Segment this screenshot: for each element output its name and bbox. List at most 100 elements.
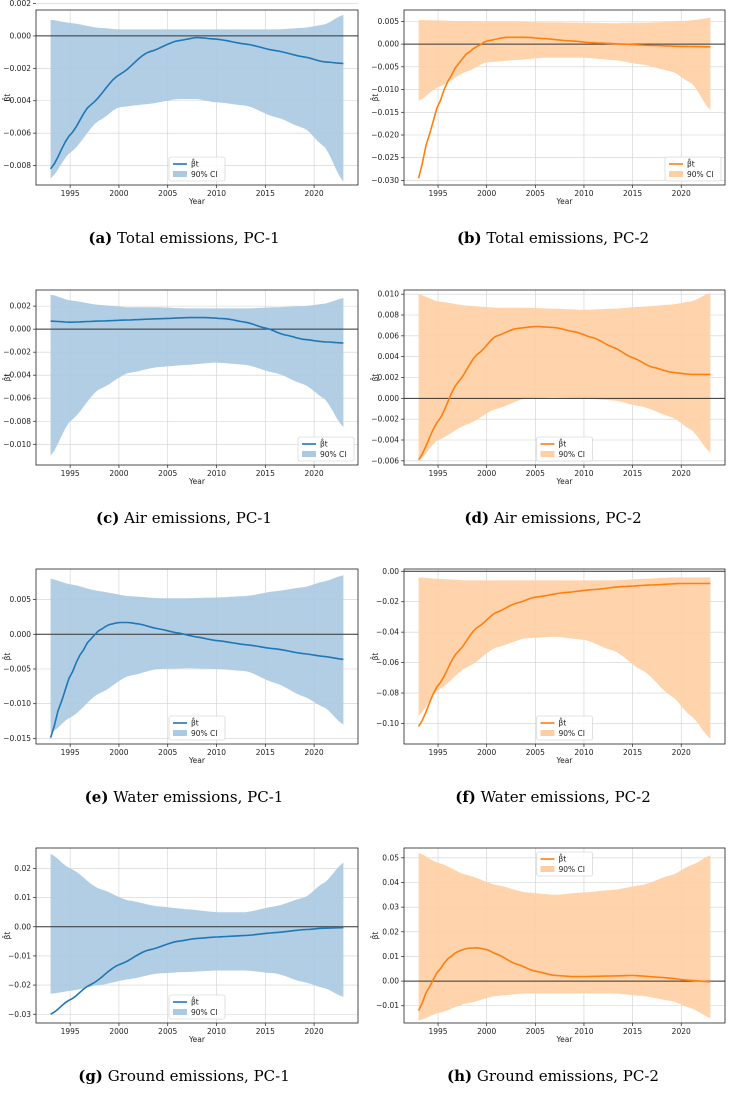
x-tick-label: 1995 [428,1027,447,1036]
x-tick-label: 1995 [61,189,80,198]
y-tick-label: 0.000 [378,40,400,49]
caption-tag: (b) [456,229,482,247]
caption-b: (b) Total emissions, PC-2 [369,229,737,247]
y-tick-label: 0.008 [378,311,400,320]
estimate-line [417,36,711,179]
y-tick-label: 0.01 [382,952,399,961]
y-tick-label: −0.01 [376,1001,399,1010]
chart-panel-g: 1995 2000 2005 2010 2015 2020 −0.03 −0.02 −0.01 0… [2,840,370,1045]
x-tick-label: 2010 [574,469,593,478]
legend-label-ci: 90% CI [559,865,586,874]
x-tick-label: 2000 [477,189,496,198]
x-axis-label: Year [556,1035,574,1044]
y-tick-label: −0.04 [376,628,399,637]
caption-tag: (a) [88,229,113,247]
caption-f: (f) Water emissions, PC-2 [369,788,737,806]
plot-frame [35,847,359,1024]
y-tick-label: −0.015 [3,734,31,743]
x-tick-label: 2005 [526,748,545,757]
y-tick-label: −0.010 [371,85,399,94]
x-tick-label: 2020 [305,189,324,198]
caption-tag: (h) [447,1067,473,1085]
legend-band-swatch [302,451,316,457]
x-tick-label: 2000 [109,1027,128,1036]
y-axis-label: β̂t [371,653,380,661]
y-tick-label: 0.02 [382,927,399,936]
ci-band [50,14,344,182]
y-tick-label: 0.03 [382,903,399,912]
y-tick-label: 0.006 [378,331,400,340]
y-tick-label: −0.030 [371,176,399,185]
x-tick-label: 2010 [207,1027,226,1036]
chart-panel-b: 1995 2000 2005 2010 2015 2020 −0.030 −0.025 −0.0… [370,2,737,207]
x-tick-label: 2010 [574,748,593,757]
y-tick-label: 0.004 [378,352,400,361]
caption-text: Water emissions, PC-2 [480,788,651,806]
x-tick-label: 2000 [477,748,496,757]
x-tick-label: 2015 [623,1027,642,1036]
y-tick-label: 0.002 [378,373,400,382]
estimate-line [49,36,344,170]
y-tick-label: −0.005 [371,62,399,71]
caption-tag: (c) [96,509,120,527]
x-tick-label: 2015 [256,748,275,757]
x-tick-label: 1995 [428,748,447,757]
x-tick-label: 2010 [207,748,226,757]
ci-band [50,575,344,733]
y-tick-label: −0.01 [8,951,31,960]
x-axis-label: Year [188,1035,206,1044]
y-tick-label: −0.010 [3,699,31,708]
y-tick-label: −0.10 [376,719,399,728]
x-tick-label: 2005 [526,469,545,478]
y-tick-label: −0.006 [3,129,31,138]
caption-e: (e) Water emissions, PC-1 [0,788,368,806]
y-tick-label: −0.03 [8,1010,31,1019]
y-tick-label: 0.000 [10,325,32,334]
y-tick-label: −0.006 [371,456,399,465]
x-axis-label: Year [188,477,206,486]
y-tick-label: −0.002 [3,348,31,357]
y-tick-label: −0.004 [3,96,31,105]
x-tick-label: 2010 [207,469,226,478]
chart-svg: 1995 2000 2005 2010 2015 2020 −0.10 −0.08 −0.06 −… [371,567,726,765]
ci-band [50,294,344,456]
legend-label-ci: 90% CI [191,170,218,179]
y-tick-label: 0.01 [14,893,31,902]
estimate-line [50,316,344,344]
y-tick-label: 0.00 [382,977,399,986]
x-tick-label: 2005 [158,469,177,478]
x-axis-label: Year [556,477,574,486]
x-tick-label: 2020 [305,748,324,757]
x-tick-label: 2010 [207,189,226,198]
x-tick-label: 2020 [672,1027,691,1036]
legend: β̂t 90% CI [536,851,593,877]
y-axis-label: β̂t [371,374,380,382]
x-tick-label: 2020 [305,469,324,478]
x-tick-label: 1995 [61,748,80,757]
y-tick-label: 0.002 [10,302,32,311]
x-tick-label: 2000 [109,189,128,198]
chart-panel-c: 1995 2000 2005 2010 2015 2020 −0.010 −0.008 −0.0… [2,282,370,487]
plot-frame [35,289,359,466]
y-tick-label: −0.010 [3,440,31,449]
x-tick-label: 2015 [623,748,642,757]
legend-band-swatch [173,730,187,736]
x-tick-label: 1995 [428,469,447,478]
x-tick-label: 2015 [256,189,275,198]
y-tick-label: −0.005 [3,665,31,674]
ci-band [418,577,711,739]
ci-band [418,293,711,461]
caption-c: (c) Air emissions, PC-1 [0,509,368,527]
caption-a: (a) Total emissions, PC-1 [0,229,368,247]
x-tick-label: 1995 [428,189,447,198]
y-tick-label: 0.00 [382,567,399,576]
y-tick-label: 0.05 [382,853,399,862]
chart-svg: 1995 2000 2005 2010 2015 2020 −0.030 −0.025 −0.0… [371,9,726,206]
y-tick-label: −0.008 [3,161,31,170]
caption-tag: (d) [464,509,490,527]
x-tick-label: 2010 [574,189,593,198]
legend: β̂t 90% CI [536,715,593,741]
y-tick-label: 0.00 [14,922,31,931]
y-tick-label: 0.000 [378,394,400,403]
caption-h: (h) Ground emissions, PC-2 [369,1067,737,1085]
